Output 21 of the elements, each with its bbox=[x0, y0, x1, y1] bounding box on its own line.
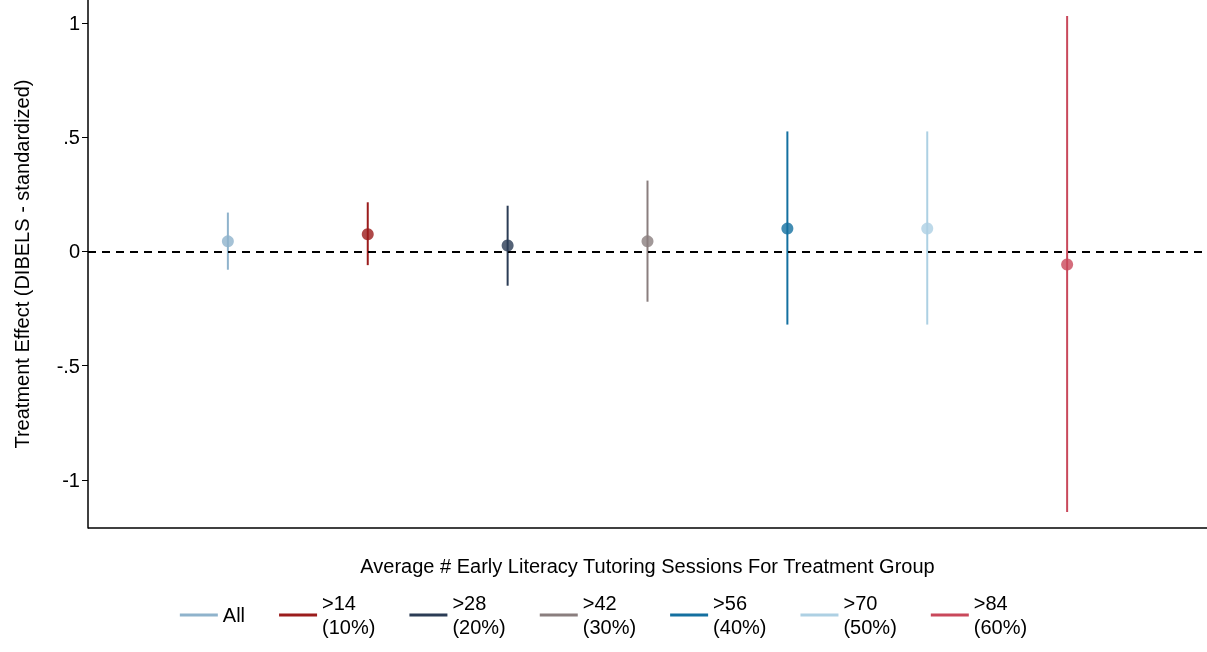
point bbox=[641, 235, 654, 248]
x-axis-title: Average # Early Literacy Tutoring Sessions For Treatment Group bbox=[360, 555, 935, 577]
legend-label: >14 (10%) bbox=[322, 592, 376, 638]
legend-label: >56 (40%) bbox=[713, 592, 767, 638]
point bbox=[501, 239, 514, 252]
legend-label: >70 (50%) bbox=[843, 592, 897, 638]
legend-label: >42 (30%) bbox=[582, 592, 637, 638]
legend-label: All bbox=[222, 604, 246, 626]
legend-label: >84 (60%) bbox=[973, 592, 1028, 638]
y-tick-label: .5 bbox=[63, 126, 80, 149]
y-tick-label: 1 bbox=[68, 11, 80, 34]
y-tick-label: 0 bbox=[68, 240, 80, 263]
point bbox=[361, 228, 374, 241]
y-tick-label: -1 bbox=[62, 469, 80, 491]
point bbox=[921, 222, 934, 235]
legend-label: >28 (20%) bbox=[452, 592, 506, 638]
y-tick-label: -.5 bbox=[56, 354, 80, 377]
y-axis-title: Treatment Effect (DIBELS - standardized) bbox=[11, 79, 33, 449]
point bbox=[221, 235, 234, 248]
point bbox=[1061, 258, 1074, 271]
point bbox=[781, 222, 794, 235]
